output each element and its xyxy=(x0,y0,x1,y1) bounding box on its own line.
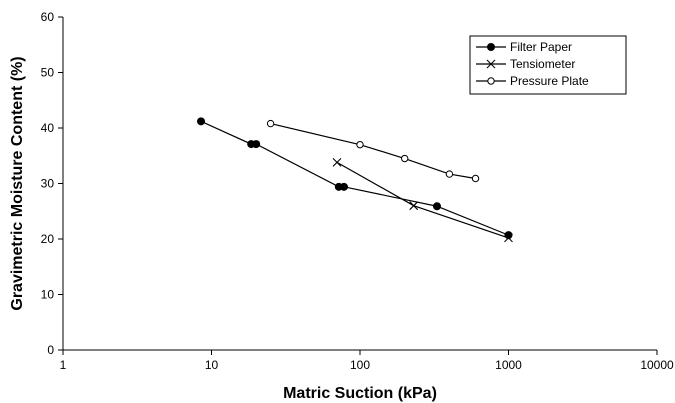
x-tick-label: 10 xyxy=(205,358,219,372)
legend-item-pressure-plate: Pressure Plate xyxy=(476,74,589,88)
data-point-pressure-plate xyxy=(471,174,480,183)
data-point-tensiometer xyxy=(332,158,342,167)
x-axis-title: Matric Suction (kPa) xyxy=(283,385,437,402)
data-point-tensiometer xyxy=(504,233,513,243)
y-ticks: 0 10 20 30 40 50 60 xyxy=(41,10,63,357)
y-tick-label: 0 xyxy=(47,343,54,357)
legend-item-filter-paper: Filter Paper xyxy=(476,40,572,54)
legend-label: Filter Paper xyxy=(510,40,572,54)
x-ticks: 1 10 100 1000 10000 xyxy=(60,350,674,372)
data-point-filter-paper xyxy=(339,182,348,191)
y-tick-label: 40 xyxy=(41,121,55,135)
data-point-pressure-plate xyxy=(401,154,409,163)
legend-marker xyxy=(487,77,495,85)
series-filter-paper xyxy=(197,117,513,240)
series-line-filter-paper xyxy=(200,120,509,236)
data-point-filter-paper xyxy=(432,202,441,211)
x-marker-stroke xyxy=(409,201,419,211)
data-point-pressure-plate xyxy=(266,119,275,128)
legend-marker xyxy=(487,43,495,51)
data-point-tensiometer xyxy=(409,201,419,211)
data-point-pressure-plate xyxy=(445,170,454,178)
series-layer xyxy=(197,117,513,243)
x-tick-label: 10000 xyxy=(640,358,674,372)
series-line-pressure-plate xyxy=(270,122,476,180)
data-point-filter-paper xyxy=(197,117,206,126)
y-axis-title: Gravimetric Moisture Content (%) xyxy=(9,56,26,310)
x-tick-label: 1 xyxy=(60,358,67,372)
series-line-tensiometer xyxy=(336,161,509,239)
y-tick-label: 60 xyxy=(41,10,55,24)
y-tick-label: 10 xyxy=(41,288,55,302)
x-tick-label: 1000 xyxy=(495,358,522,372)
x-tick-label: 100 xyxy=(350,358,370,372)
y-tick-label: 20 xyxy=(41,232,55,246)
x-marker-stroke xyxy=(486,59,496,69)
y-tick-label: 50 xyxy=(41,66,55,80)
data-point-filter-paper xyxy=(252,140,261,149)
legend-label: Pressure Plate xyxy=(510,74,589,88)
series-tensiometer xyxy=(332,158,513,243)
data-point-pressure-plate xyxy=(356,140,364,149)
legend-items: Filter Paper Tensiometer Pressure Plate xyxy=(476,40,589,88)
legend-item-tensiometer: Tensiometer xyxy=(476,57,575,71)
x-marker-stroke xyxy=(332,158,342,167)
series-pressure-plate xyxy=(266,119,480,183)
legend-marker xyxy=(486,59,496,69)
y-tick-label: 30 xyxy=(41,177,55,191)
legend: Filter Paper Tensiometer Pressure Plate xyxy=(469,35,627,95)
legend-label: Tensiometer xyxy=(510,57,575,71)
x-marker-stroke xyxy=(504,233,513,243)
legend-box xyxy=(469,35,627,95)
